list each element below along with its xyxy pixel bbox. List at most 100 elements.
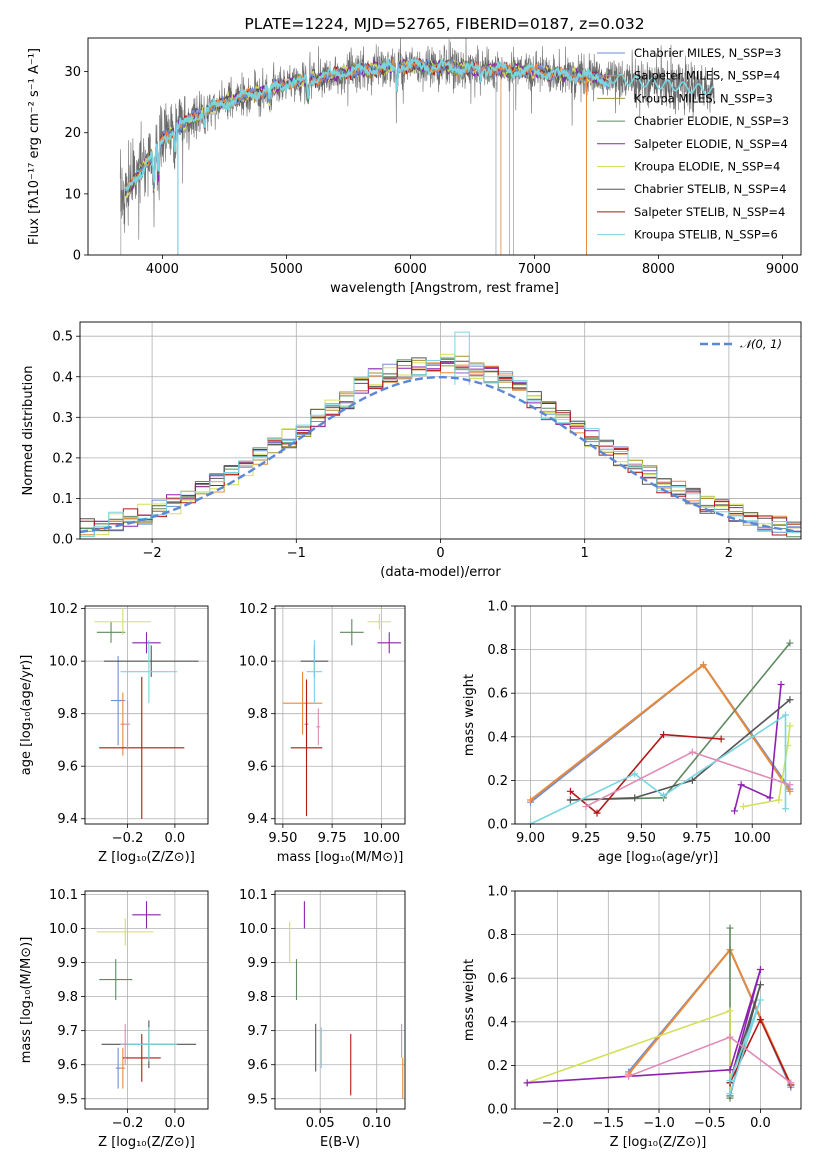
x-tick-label: −0.5	[694, 1116, 726, 1131]
weight-marker	[660, 792, 668, 800]
x-tick-label: 9.75	[318, 831, 347, 846]
panel-spectrum: 4000 5000 6000 7000 8000 9000 0 10 20 30 wavelengt…	[27, 15, 802, 296]
model-spectrum-7	[125, 58, 714, 192]
panel-residuals: −2 −1 0 1 2 0.0 0.1 0.2 0.3 0.4 0.5 (data-model)/er…	[21, 321, 802, 580]
y-tick-label: 9.5	[57, 1092, 78, 1107]
y-tick-label: 10.0	[49, 922, 78, 937]
weight-line	[570, 642, 791, 801]
model-spectrum-0	[124, 58, 714, 193]
residual-histogram	[80, 356, 801, 537]
weight-marker	[523, 1079, 531, 1087]
y-tick-label: 9.9	[57, 956, 78, 971]
weight-line	[733, 684, 782, 812]
y-tick-label: 1.0	[487, 600, 508, 615]
y-tick-label: 9.6	[247, 760, 268, 775]
x-axis-label: Z [log₁₀(Z/Z⊙)]	[98, 1135, 195, 1150]
y-tick-label: 9.4	[57, 812, 78, 827]
weight-marker	[527, 796, 535, 804]
plot-area-age-vs-mass	[275, 606, 405, 824]
y-tick-label: 0.2	[487, 1059, 508, 1074]
x-tick-label: 9.50	[627, 831, 656, 846]
panel-age-vs-Z: −0.2 0.0 9.4 9.6 9.8 10.0 10.2 Z [log₁₀(Z/Z⊙)] a…	[19, 602, 209, 865]
plot-area-residuals	[80, 322, 801, 539]
y-tick-label: 9.6	[57, 760, 78, 775]
weight-marker	[593, 809, 601, 817]
y-tick-label: 10.0	[239, 655, 268, 670]
chart-title: PLATE=1224, MJD=52765, FIBERID=0187, z=0…	[244, 15, 644, 33]
y-tick-label: 9.6	[247, 1058, 268, 1073]
weight-marker	[786, 696, 794, 704]
panel-weights-vs-Z: −2.0 −1.5 −1.0 −0.5 0.0 0.0 0.2 0.4 0.6 0.8 1.0 Z […	[462, 885, 802, 1150]
legend-entry: Kroupa STELIB, N_SSP=6	[634, 228, 778, 242]
weight-line	[729, 999, 762, 1094]
plot-area-mass-vs-Z	[85, 891, 208, 1109]
y-tick-label: 10.2	[239, 602, 268, 617]
weight-marker	[566, 796, 574, 804]
x-tick-label: −2.0	[542, 1116, 574, 1131]
x-tick-label: 10.00	[363, 831, 400, 846]
y-tick-label: 10.0	[239, 922, 268, 937]
weight-marker	[688, 776, 696, 784]
y-tick-label: 9.8	[247, 707, 268, 722]
weight-marker	[777, 680, 785, 688]
model-spectrum-5	[124, 58, 714, 199]
weight-marker	[625, 1072, 633, 1080]
axes-frame	[274, 605, 406, 825]
weight-marker	[756, 965, 764, 973]
weight-line	[527, 969, 762, 1084]
x-axis-label: (data-model)/error	[380, 565, 501, 580]
weight-line	[569, 733, 722, 815]
y-tick-label: 0.1	[52, 492, 73, 507]
weight-marker	[781, 711, 789, 719]
legend-entry: Chabrier STELIB, N_SSP=4	[634, 182, 786, 196]
weight-marker	[527, 820, 535, 824]
x-axis-label: age [log₁₀(age/yr)]	[598, 850, 719, 865]
y-tick-label: 0.5	[52, 330, 73, 345]
plot-area-spectrum	[119, 38, 715, 255]
x-tick-label: 9.75	[682, 831, 711, 846]
x-tick-label: 2	[725, 546, 733, 561]
y-axis-label: age [log₁₀(age/yr)]	[19, 655, 34, 776]
weight-marker	[781, 805, 789, 813]
x-tick-label: 9.25	[571, 831, 600, 846]
x-tick-label: 1	[581, 546, 589, 561]
y-tick-label: 20	[64, 126, 81, 141]
x-axis-label: Z [log₁₀(Z/Z⊙)]	[98, 850, 195, 865]
y-tick-label: 0.4	[52, 370, 73, 385]
x-tick-label: 0.10	[362, 1116, 391, 1131]
panel-age-vs-mass: 9.50 9.75 10.00 9.4 9.6 9.8 10.0 10.2 mass [log₁…	[239, 602, 406, 865]
x-axis-label: wavelength [Angstrom, rest frame]	[330, 281, 559, 296]
weight-marker	[730, 807, 738, 815]
panel-mass-vs-Z: −0.2 0.0 9.5 9.6 9.7 9.8 9.9 10.0 10.1 Z [log₁₀(Z…	[19, 888, 209, 1150]
legend-entry: Salpeter STELIB, N_SSP=4	[634, 205, 785, 219]
y-tick-label: 9.7	[247, 1024, 268, 1039]
legend-entry: Salpeter MILES, N_SSP=4	[634, 69, 780, 83]
x-tick-label: 0.0	[165, 1116, 186, 1131]
x-tick-label: 7000	[518, 262, 551, 277]
weight-marker	[786, 781, 794, 789]
legend-entry: Salpeter ELODIE, N_SSP=4	[634, 137, 788, 151]
legend-entry: Kroupa MILES, N_SSP=3	[634, 91, 773, 105]
y-tick-label: 9.8	[57, 990, 78, 1005]
x-tick-label: −0.2	[112, 1116, 144, 1131]
plot-area-mass-vs-ebv	[275, 891, 405, 1109]
weight-marker	[786, 722, 794, 730]
y-axis-label: mass weight	[462, 674, 477, 756]
legend-entry: Chabrier MILES, N_SSP=3	[634, 46, 781, 60]
weight-marker	[786, 639, 794, 647]
x-tick-label: 9.00	[516, 831, 545, 846]
axes-frame	[79, 321, 802, 540]
y-tick-label: 9.9	[247, 956, 268, 971]
x-tick-label: 0	[436, 546, 444, 561]
axes-frame	[84, 605, 209, 825]
y-tick-label: 0.6	[487, 687, 508, 702]
weight-marker	[756, 981, 764, 989]
x-tick-label: 8000	[642, 262, 675, 277]
x-tick-label: −2	[143, 546, 162, 561]
weight-marker	[787, 1079, 795, 1087]
weight-marker	[756, 1016, 764, 1024]
plot-area-weights-vs-age	[515, 606, 801, 824]
x-axis-label: mass [log₁₀(M/M⊙)]	[277, 850, 404, 865]
axes-frame	[514, 605, 802, 825]
axes-frame	[84, 890, 209, 1110]
